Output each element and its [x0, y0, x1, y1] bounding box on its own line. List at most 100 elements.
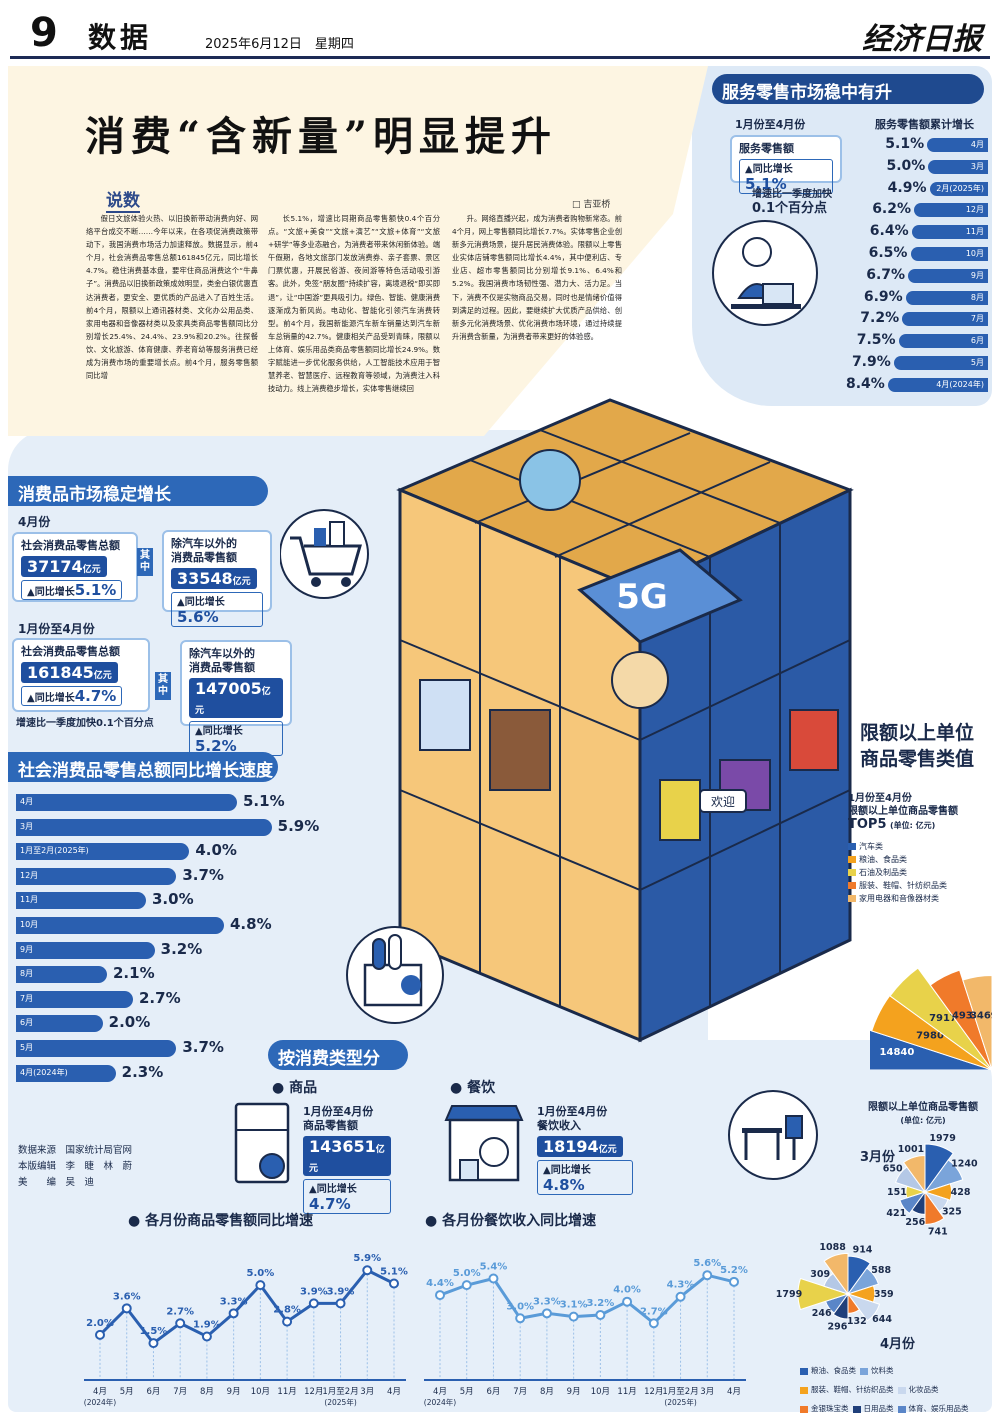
- catering-chart-bullet-icon: ●: [425, 1213, 443, 1229]
- catering-growth: ▲同比增长4.8%: [537, 1160, 633, 1195]
- ytd-label: 1月份至4月份: [18, 622, 95, 636]
- service-bar-row: 3月 5.0%: [830, 158, 988, 174]
- service-bar: 6月: [898, 334, 988, 349]
- x-tick-label: 4月: [93, 1387, 107, 1397]
- top5-value-label: 7917: [929, 1013, 957, 1024]
- growth-arrow-icon: ▲: [195, 726, 203, 737]
- data-label: 2.7%: [166, 1306, 194, 1317]
- column-name: 说数: [106, 186, 140, 213]
- x-tick-label: 9月: [567, 1387, 581, 1397]
- ytd-exauto-label-1: 除汽车以外的: [189, 647, 255, 660]
- catering-label: 餐饮收入: [537, 1119, 581, 1132]
- category-legend: 粮油、食品类 饮料类服装、鞋帽、针纺织品类 化妆品类金银珠宝类 日用品类 体育、娱乐用品…: [800, 1358, 990, 1417]
- rose-slice: [846, 1267, 880, 1295]
- data-label: 5.0%: [246, 1268, 274, 1279]
- rose-value-label: 1799: [776, 1289, 802, 1300]
- data-label: 1.5%: [140, 1326, 168, 1337]
- service-bar-row: 12月 6.2%: [830, 201, 988, 218]
- issue-date: 2025年6月12日 星期四: [205, 37, 354, 52]
- restaurant-stall-icon: [444, 1105, 524, 1182]
- data-label: 3.9%: [300, 1286, 328, 1297]
- legend-swatch: [800, 1367, 808, 1375]
- service-bars-title: 服务零售额累计增长: [875, 118, 974, 131]
- category-legend-item: 日用品类: [852, 1403, 894, 1414]
- data-point: [595, 1309, 606, 1320]
- rose-value-label: 644: [872, 1314, 892, 1325]
- top5-subtitle-period: 1月份至4月份: [848, 793, 912, 804]
- desk-chair-icon: [728, 1090, 818, 1180]
- type-header: 按消费类型分: [268, 1040, 408, 1070]
- rose-value-label: 1001: [898, 1144, 924, 1155]
- catering-bullet-icon: ●: [450, 1080, 468, 1096]
- catering-period: 1月份至4月份: [537, 1105, 608, 1118]
- top5-legend-item: 家用电器和音像器材类: [848, 892, 947, 905]
- legend-swatch: [848, 895, 856, 902]
- growth-bar-value: 3.7%: [182, 865, 224, 884]
- growth-bar: 1月至2月(2025年): [16, 843, 190, 861]
- service-bar-label: 9月: [970, 270, 984, 280]
- growth-bar-value: 2.1%: [113, 964, 155, 983]
- service-period: 1月份至4月份: [735, 118, 806, 131]
- 5g-tile-text: 5G: [616, 577, 668, 617]
- goods-bullet-icon: ●: [272, 1080, 290, 1096]
- growth-arrow-icon: ▲: [27, 587, 35, 598]
- growth-bar-label: 9月: [20, 944, 34, 954]
- category-legend-item: 粮油、食品类: [800, 1365, 856, 1376]
- data-point: [175, 1318, 186, 1329]
- service-bar-row: 9月 6.7%: [830, 267, 988, 283]
- data-point: [362, 1265, 373, 1276]
- service-bar: 7月: [902, 312, 988, 327]
- x-tick-sublabel: (2024年): [424, 1397, 457, 1407]
- masthead: 9 数据 2025年6月12日 星期四 经济日报: [0, 0, 1000, 62]
- growth-bar-value: 2.0%: [108, 1013, 151, 1032]
- monthly-pie-title-line-2: (单位: 亿元): [900, 1116, 946, 1125]
- legend-swatch: [800, 1386, 808, 1394]
- x-tick-sublabel: (2024年): [84, 1397, 117, 1407]
- credit-editor: 本版编辑 李 睫 林 蔚: [18, 1161, 133, 1172]
- shopping-cube-illustration: 5G 欢迎: [396, 398, 854, 1043]
- top5-legend-item: 服装、鞋帽、针纺织品类: [848, 879, 947, 892]
- data-point: [648, 1318, 659, 1329]
- rose-value-label: 246: [812, 1308, 832, 1319]
- service-bar: 8月: [905, 290, 988, 305]
- data-label: 5.0%: [453, 1268, 481, 1279]
- article-paragraph-3: 升。网络直播兴起，成为消费者购物新常态。前4个月，网上零售额同比增长7.7%。实…: [452, 214, 622, 341]
- service-bar-label: 2月(2025年): [936, 183, 984, 193]
- top5-value-label: 7980: [916, 1030, 944, 1041]
- goods-retail-box: 1月份至4月份 商品零售额 143651亿元 ▲同比增长4.7%: [296, 1100, 398, 1214]
- data-point: [675, 1291, 686, 1302]
- page-number: 9: [30, 10, 58, 56]
- service-bar-row: 4月 5.1%: [830, 136, 988, 152]
- ytd-total-value: 161845亿元: [21, 662, 118, 683]
- rose-slice: [832, 1292, 849, 1320]
- data-label: 4.3%: [667, 1280, 695, 1291]
- author-byline: □ 吉亚桥: [572, 200, 611, 210]
- ytd-exauto-box: 除汽车以外的 消费品零售额 147005亿元 ▲同比增长5.2%: [180, 640, 292, 756]
- data-point: [335, 1298, 346, 1309]
- rose-value-label: 650: [883, 1164, 903, 1175]
- legend-label: 金银珠宝类: [811, 1404, 849, 1413]
- april-exauto-value: 33548亿元: [171, 568, 257, 589]
- service-bar-row: 8月 6.9%: [830, 289, 988, 305]
- catering-chart-title: ● 各月份餐饮收入同比增速: [425, 1213, 597, 1229]
- service-bar-label: 8月: [970, 292, 984, 302]
- rose-slice: [846, 1293, 881, 1322]
- x-tick-label: 11月: [277, 1387, 296, 1397]
- x-tick-label: 3月: [360, 1387, 374, 1397]
- service-bar-label: 4月: [970, 140, 984, 149]
- service-bar: 3月: [928, 159, 988, 174]
- x-tick-label: 8月: [540, 1387, 554, 1397]
- rose-value-label: 359: [874, 1289, 894, 1300]
- april-pie-label: 4月份: [880, 1337, 916, 1352]
- rose-slice: [902, 1155, 926, 1194]
- monthly-pie-title-line-1: 限额以上单位商品零售额: [868, 1102, 978, 1113]
- legend-swatch: [852, 1405, 861, 1413]
- growth-bar-row: 5月 3.7%: [16, 1038, 336, 1057]
- data-label: 5.4%: [480, 1262, 508, 1273]
- april-exauto-growth: ▲同比增长5.6%: [171, 592, 263, 627]
- data-point: [95, 1329, 105, 1340]
- data-point: [228, 1308, 239, 1319]
- data-label: 2.0%: [86, 1318, 114, 1329]
- top5-value-label: 14840: [880, 1047, 915, 1058]
